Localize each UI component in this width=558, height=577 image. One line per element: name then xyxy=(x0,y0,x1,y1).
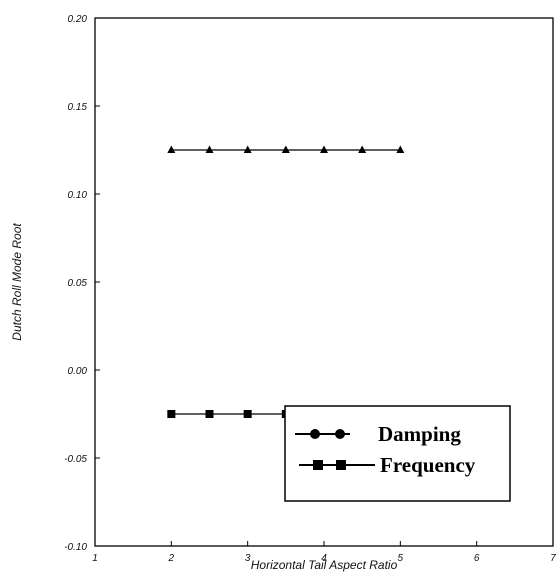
x-tick-label: 2 xyxy=(168,553,175,564)
legend-frequency-marker-1 xyxy=(313,460,323,470)
legend-box xyxy=(284,405,511,502)
data-point-frequency xyxy=(167,410,176,418)
x-tick-label: 1 xyxy=(92,553,98,564)
y-tick-label: 0.15 xyxy=(68,102,88,113)
data-point-damping xyxy=(281,145,290,153)
x-axis-title: Horizontal Tail Aspect Ratio xyxy=(251,558,398,572)
legend-damping-label: Damping xyxy=(378,422,461,446)
x-tick-label: 4 xyxy=(321,553,327,564)
data-point-damping xyxy=(167,145,176,153)
x-tick-label: 3 xyxy=(245,553,251,564)
x-axis-ticks: 1 2 3 4 5 6 7 xyxy=(92,541,556,564)
y-tick-label: -0.10 xyxy=(64,542,87,553)
data-point-damping xyxy=(205,145,214,153)
y-tick-label: 0.00 xyxy=(68,366,88,377)
y-tick-label: -0.05 xyxy=(64,454,87,465)
y-tick-label: 0.10 xyxy=(68,190,88,201)
legend-frequency-label: Frequency xyxy=(380,453,476,477)
series-layer xyxy=(167,145,405,418)
legend-frequency-marker-2 xyxy=(336,460,346,470)
x-tick-label: 5 xyxy=(398,553,404,564)
legend-damping-marker-2 xyxy=(335,429,345,439)
y-tick-label: 0.05 xyxy=(68,278,88,289)
data-point-frequency xyxy=(205,410,214,418)
legend-damping-marker-1 xyxy=(310,429,320,439)
data-point-damping xyxy=(358,145,367,153)
data-point-frequency xyxy=(243,410,252,418)
legend: Damping Frequency xyxy=(284,405,511,502)
x-tick-label: 6 xyxy=(474,553,480,564)
data-point-damping xyxy=(243,145,252,153)
y-axis-ticks: 0.20 0.15 0.10 0.05 0.00 -0.05 -0.10 xyxy=(64,14,100,553)
y-axis-title: Dutch Roll Mode Root xyxy=(10,223,24,341)
x-tick-label: 7 xyxy=(550,553,556,564)
y-tick-label: 0.20 xyxy=(68,14,88,25)
data-point-damping xyxy=(396,145,405,153)
data-point-damping xyxy=(320,145,328,153)
